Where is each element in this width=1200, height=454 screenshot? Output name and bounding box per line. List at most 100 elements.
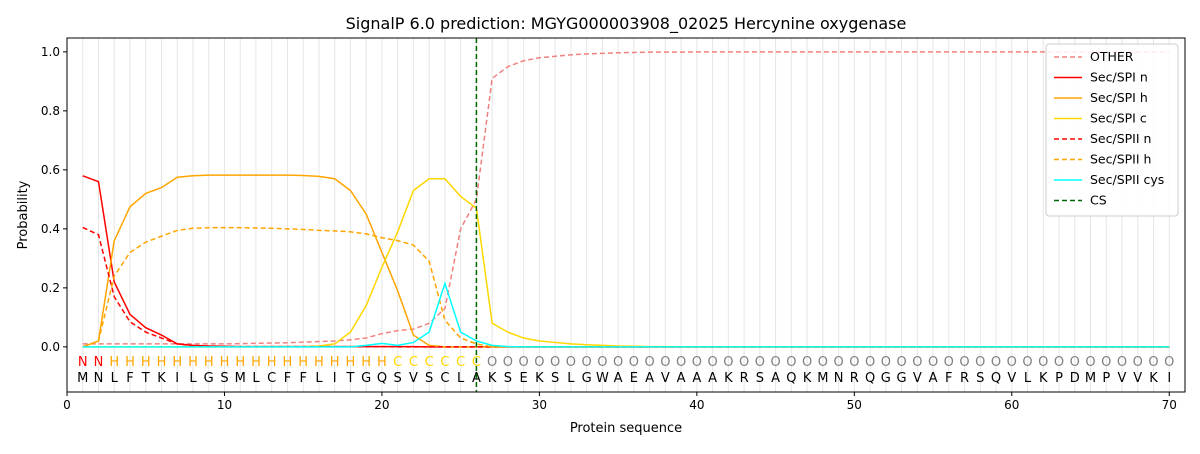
- region-label: O: [1022, 355, 1032, 370]
- region-label: H: [125, 355, 135, 370]
- region-label: O: [503, 355, 513, 370]
- region-label: O: [1038, 355, 1048, 370]
- y-tick-label: 0.4: [41, 222, 60, 236]
- legend-label: Sec/SPII n: [1090, 131, 1151, 146]
- region-label: H: [157, 355, 167, 370]
- region-label: O: [660, 355, 670, 370]
- y-tick-label: 0.0: [41, 340, 60, 354]
- region-label: O: [833, 355, 843, 370]
- x-tick-label: 10: [217, 398, 232, 412]
- region-label: O: [1101, 355, 1111, 370]
- region-label: H: [220, 355, 230, 370]
- region-label: H: [267, 355, 277, 370]
- region-label: O: [849, 355, 859, 370]
- region-label: O: [692, 355, 702, 370]
- region-label: N: [94, 355, 104, 370]
- region-label: O: [676, 355, 686, 370]
- region-label: O: [865, 355, 875, 370]
- region-label: C: [409, 355, 418, 370]
- region-label: O: [645, 355, 655, 370]
- region-label: O: [896, 355, 906, 370]
- region-label: H: [251, 355, 261, 370]
- x-tick-label: 20: [374, 398, 389, 412]
- region-label: O: [912, 355, 922, 370]
- x-axis-label: Protein sequence: [570, 421, 682, 436]
- legend-box: [1045, 43, 1179, 217]
- series-line-other: [82, 51, 1170, 345]
- region-label: O: [629, 355, 639, 370]
- series-line-sec-spii-cys: [82, 281, 1170, 348]
- region-label: H: [204, 355, 214, 370]
- region-label: O: [802, 355, 812, 370]
- region-label: O: [597, 355, 607, 370]
- region-label: H: [235, 355, 245, 370]
- region-label: O: [818, 355, 828, 370]
- region-label: O: [613, 355, 623, 370]
- region-label: O: [959, 355, 969, 370]
- legend-label: Sec/SPI n: [1090, 70, 1148, 85]
- region-label: O: [1164, 355, 1174, 370]
- region-label: N: [78, 355, 88, 370]
- x-tick-label: 30: [532, 398, 547, 412]
- region-label: H: [298, 355, 308, 370]
- plot-frame: [66, 37, 1186, 393]
- region-label: O: [755, 355, 765, 370]
- y-tick-label: 1.0: [41, 45, 60, 59]
- chart-title: SignalP 6.0 prediction: MGYG000003908_02…: [346, 14, 907, 34]
- series-line-sec-spi-n: [82, 175, 1170, 348]
- region-label: H: [377, 355, 387, 370]
- sequence-labels: MNLFTKILGSMLCFFLITGQSVSCLAKSEKSLGWAEAVAA…: [77, 371, 1171, 386]
- region-label: C: [440, 355, 449, 370]
- region-label: H: [314, 355, 324, 370]
- region-label: O: [944, 355, 954, 370]
- region-label: O: [487, 355, 497, 370]
- region-label: O: [1117, 355, 1127, 370]
- region-label: O: [1007, 355, 1017, 370]
- region-label: H: [346, 355, 356, 370]
- x-tick-label: 60: [1004, 398, 1019, 412]
- legend-label: OTHER: [1090, 49, 1134, 64]
- legend-label: Sec/SPII cys: [1090, 172, 1164, 187]
- y-axis-label: Probability: [16, 180, 31, 249]
- region-label: O: [582, 355, 592, 370]
- legend-label: Sec/SPI h: [1090, 90, 1148, 105]
- region-label: O: [786, 355, 796, 370]
- series-line-sec-spii-n: [82, 226, 1170, 348]
- region-label: C: [456, 355, 465, 370]
- region-label: O: [1148, 355, 1158, 370]
- x-tick-label: 40: [689, 398, 704, 412]
- region-label: O: [739, 355, 749, 370]
- y-tick-label: 0.2: [41, 281, 60, 295]
- region-label: H: [109, 355, 119, 370]
- x-tick-label: 0: [63, 398, 71, 412]
- region-label: O: [1133, 355, 1143, 370]
- region-label: O: [1054, 355, 1064, 370]
- y-tick-label: 0.8: [41, 104, 60, 118]
- series-line-sec-spi-c: [82, 177, 1170, 348]
- region-label: O: [707, 355, 717, 370]
- legend-label: Sec/SPI c: [1090, 111, 1147, 126]
- region-label: O: [1085, 355, 1095, 370]
- region-label: H: [188, 355, 198, 370]
- region-label: H: [283, 355, 293, 370]
- y-tick-label: 0.6: [41, 163, 60, 177]
- series-line-sec-spi-h: [82, 174, 1170, 348]
- region-label: O: [723, 355, 733, 370]
- region-label: O: [881, 355, 891, 370]
- region-label: H: [172, 355, 182, 370]
- region-label: O: [534, 355, 544, 370]
- region-label: O: [1070, 355, 1080, 370]
- legend-label: CS: [1090, 193, 1107, 208]
- region-label: C: [425, 355, 434, 370]
- region-label: O: [991, 355, 1001, 370]
- region-label: H: [141, 355, 151, 370]
- region-label: O: [928, 355, 938, 370]
- x-tick-label: 70: [1162, 398, 1177, 412]
- region-label: O: [566, 355, 576, 370]
- series-line-sec-spii-h: [82, 226, 1170, 348]
- region-label: H: [361, 355, 371, 370]
- region-label: O: [975, 355, 985, 370]
- legend-label: Sec/SPII h: [1090, 152, 1151, 167]
- region-label: O: [519, 355, 529, 370]
